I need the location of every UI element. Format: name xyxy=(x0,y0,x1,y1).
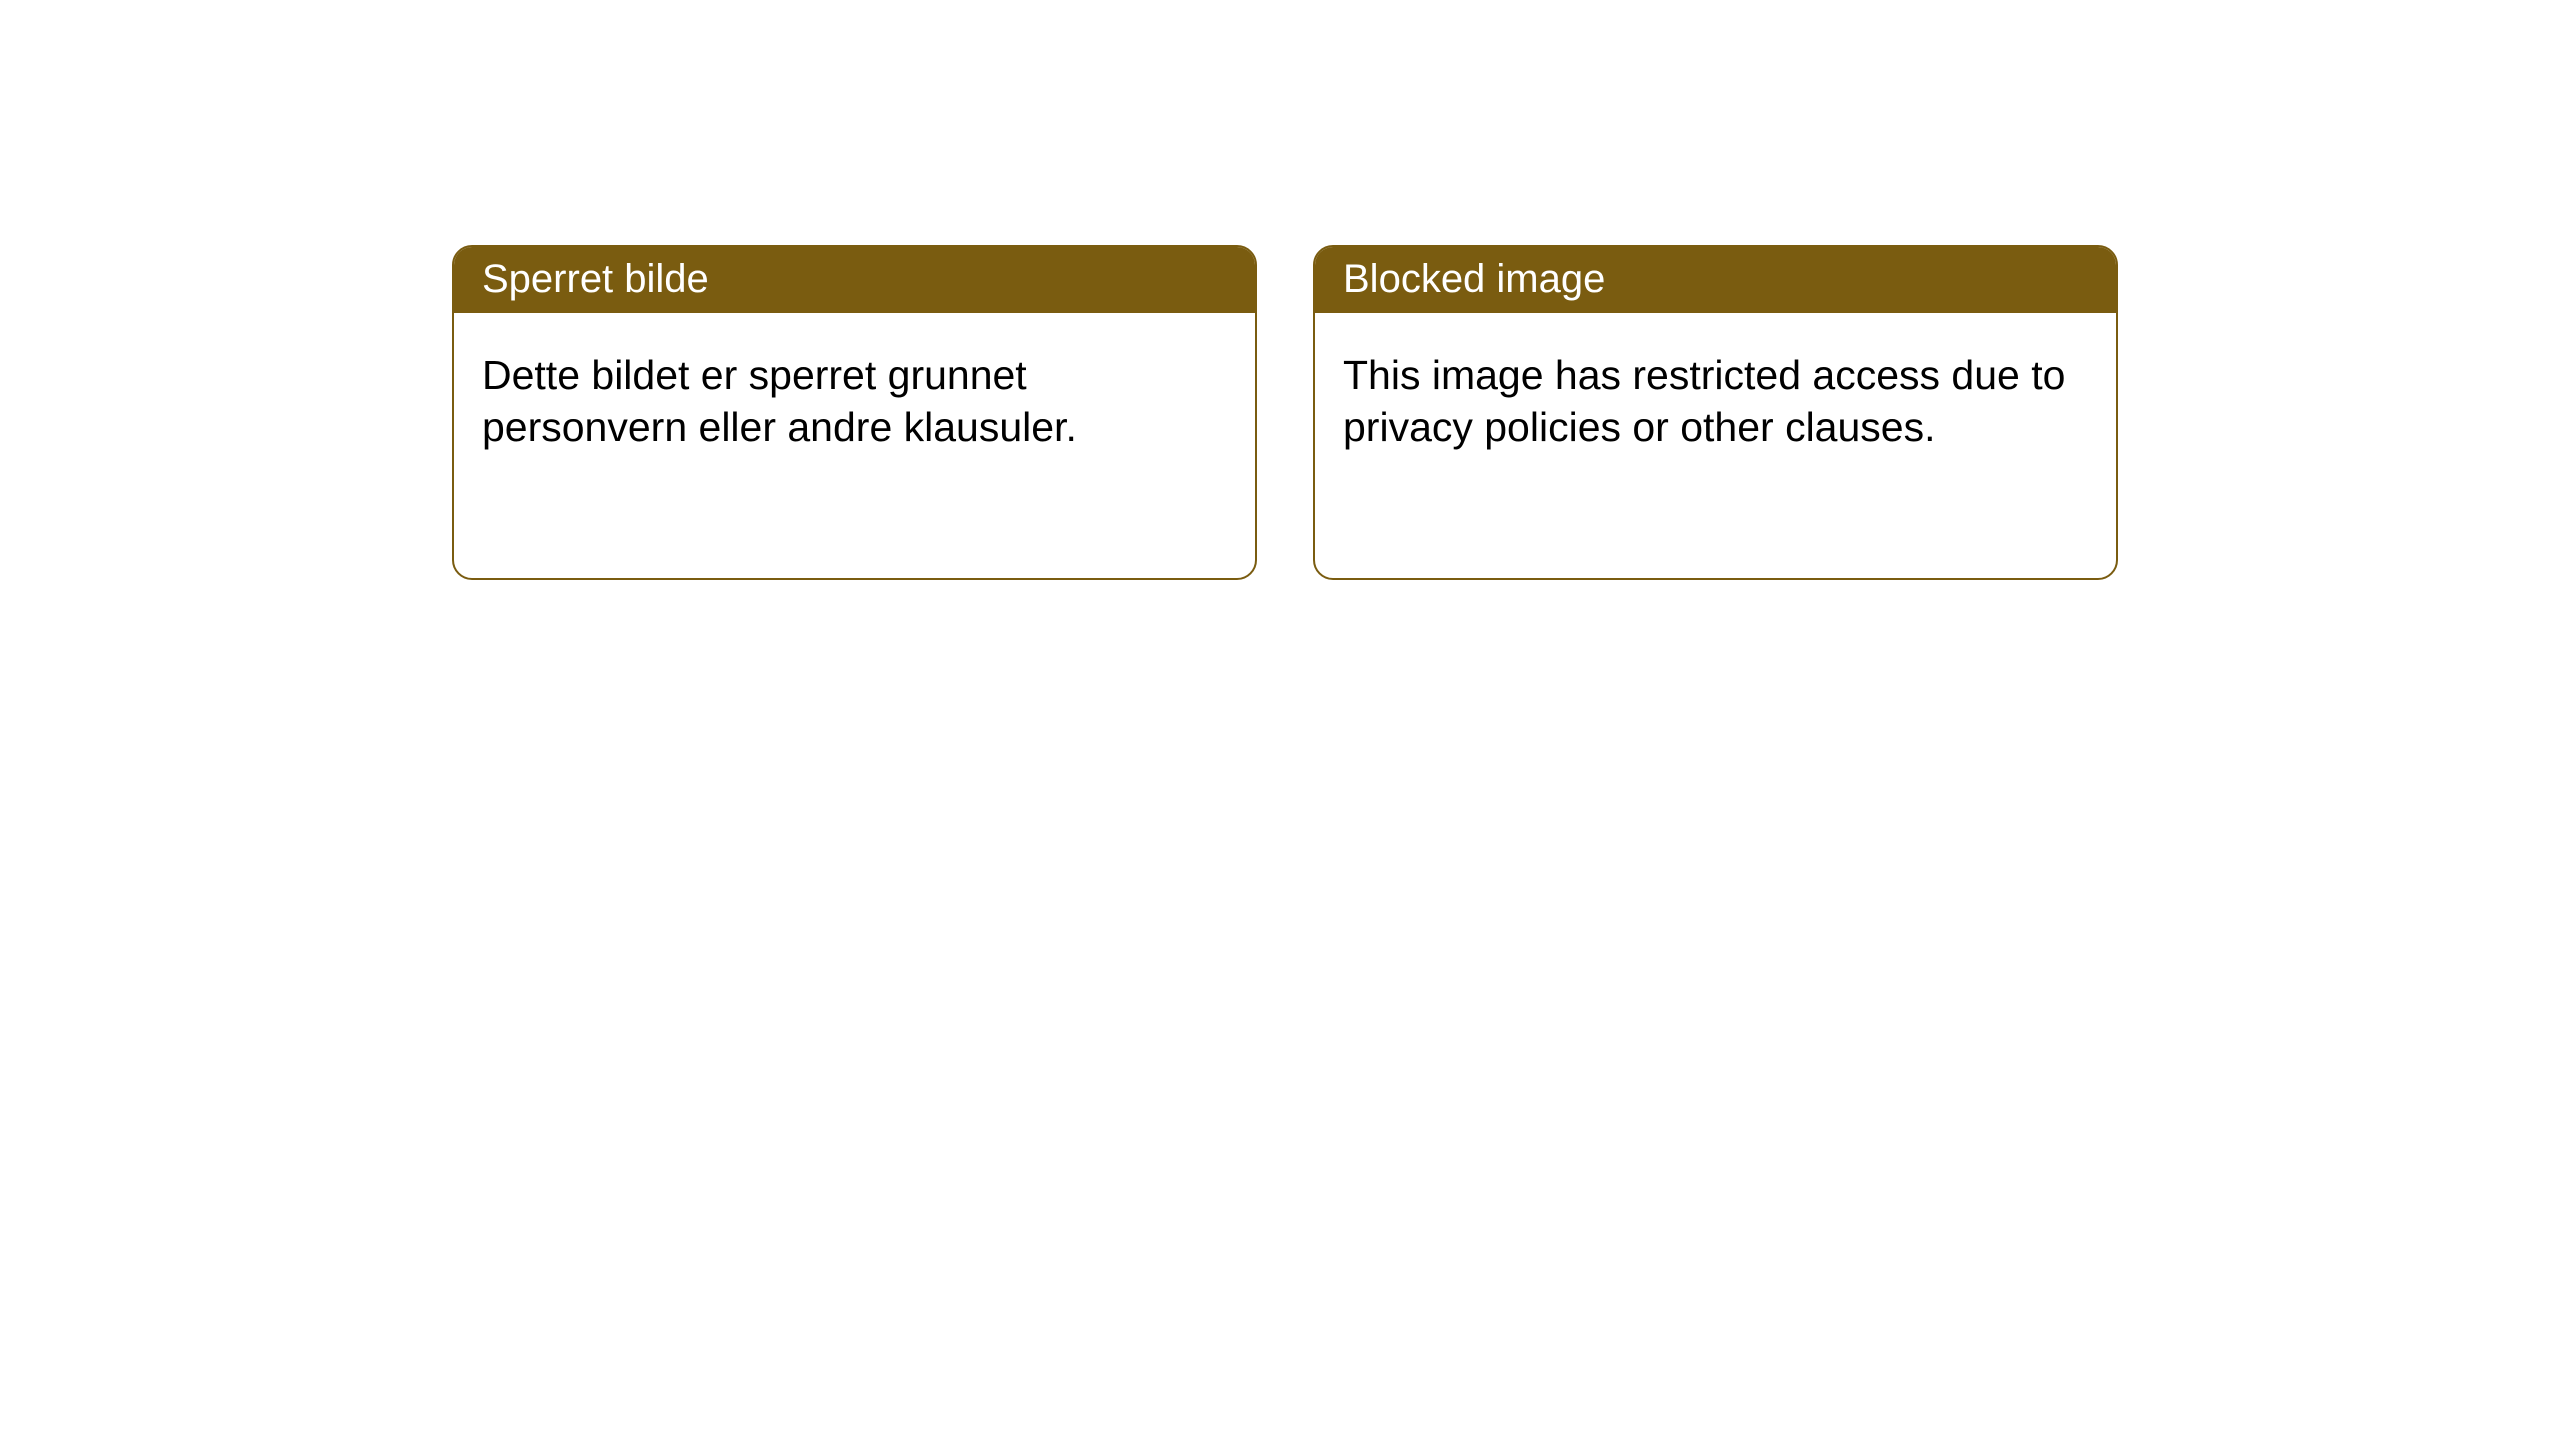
card-title: Blocked image xyxy=(1315,247,2116,313)
notice-cards-row: Sperret bilde Dette bildet er sperret gr… xyxy=(0,0,2560,580)
blocked-image-card-english: Blocked image This image has restricted … xyxy=(1313,245,2118,580)
blocked-image-card-norwegian: Sperret bilde Dette bildet er sperret gr… xyxy=(452,245,1257,580)
card-body-text: Dette bildet er sperret grunnet personve… xyxy=(454,313,1255,490)
card-body-text: This image has restricted access due to … xyxy=(1315,313,2116,490)
card-title: Sperret bilde xyxy=(454,247,1255,313)
